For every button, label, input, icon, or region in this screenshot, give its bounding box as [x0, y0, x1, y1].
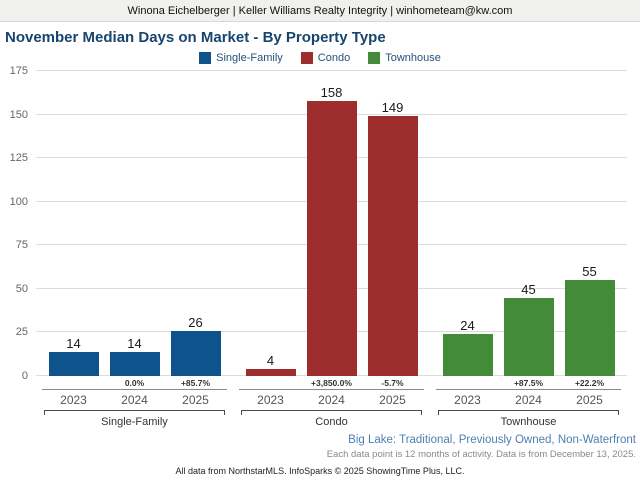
- bars-row-townhouse: 24 45 55: [430, 71, 627, 376]
- attribution: All data from NorthstarMLS. InfoSparks ©…: [175, 466, 465, 476]
- bar-value-label: 24: [460, 318, 475, 334]
- y-tick-label-125: 125: [9, 152, 28, 165]
- bar-value-label: 158: [320, 84, 343, 100]
- bar-value-label: 149: [381, 100, 404, 116]
- bar-groups: 14 14 26 0.0% +85.7% 2023 2024 2025 Single-Famil…: [36, 71, 627, 431]
- bar-condo-2023[interactable]: [245, 369, 296, 376]
- data-note: Each data point is 12 months of activity…: [326, 449, 636, 460]
- bar-cell-single-family-2024: 14: [109, 335, 160, 376]
- agent-contact: Winona Eichelberger | Keller Williams Re…: [127, 4, 513, 17]
- legend-label-single-family: Single-Family: [216, 51, 283, 64]
- group-single-family: 14 14 26 0.0% +85.7% 2023 2024 2025 Single-Famil…: [36, 71, 233, 431]
- x-tick-label-single-family-2023: 2023: [60, 393, 87, 407]
- bar-single-family-2023[interactable]: [48, 351, 99, 376]
- bar-condo-2025[interactable]: [367, 116, 418, 376]
- bar-townhouse-2024[interactable]: [503, 297, 554, 376]
- bar-value-label: 4: [266, 353, 275, 369]
- y-tick-label-25: 25: [15, 326, 28, 339]
- pct-change-townhouse-2023: [443, 378, 493, 388]
- chart-title: November Median Days on Market - By Prop…: [5, 29, 386, 46]
- pct-change-condo-2023: [246, 378, 296, 388]
- y-tick-label-175: 175: [9, 65, 28, 77]
- legend-item-townhouse[interactable]: Townhouse: [368, 51, 441, 64]
- y-tick-label-100: 100: [9, 195, 28, 208]
- legend-swatch-single-family: [199, 51, 212, 64]
- x-tick-label-condo-2025: 2025: [379, 393, 406, 407]
- gridline-175: [36, 70, 627, 71]
- bars-row-condo: 4 158 149: [233, 71, 430, 376]
- bars-row-single-family: 14 14 26: [36, 71, 233, 376]
- bar-cell-condo-2023: 4: [245, 353, 296, 376]
- legend-item-single-family[interactable]: Single-Family: [199, 51, 283, 64]
- years-row: 2023 2024 2025: [430, 390, 627, 409]
- group-condo: 4 158 149 +3,850.0% -5.7% 2023 2024 2025 Condo: [233, 71, 430, 431]
- x-tick-label-single-family-2024: 2024: [121, 393, 148, 407]
- y-tick-label-50: 50: [15, 282, 28, 295]
- legend: Single-Family Condo Townhouse: [0, 48, 640, 67]
- group-bracket: [44, 410, 225, 415]
- bar-value-label: 45: [521, 281, 536, 297]
- legend-label-condo: Condo: [317, 51, 351, 64]
- header-bar: Winona Eichelberger | Keller Williams Re…: [0, 0, 640, 22]
- x-tick-label-townhouse-2024: 2024: [515, 393, 542, 407]
- pct-change-single-family-2025: +85.7%: [180, 378, 211, 388]
- pct-change-row: +3,850.0% -5.7%: [239, 376, 424, 390]
- legend-swatch-townhouse: [368, 51, 381, 64]
- bar-value-label: 14: [127, 335, 142, 351]
- pct-change-single-family-2023: [49, 378, 99, 388]
- pct-change-townhouse-2025: +22.2%: [574, 378, 605, 388]
- x-tick-label-townhouse-2025: 2025: [576, 393, 603, 407]
- x-tick-label-condo-2023: 2023: [257, 393, 284, 407]
- years-row: 2023 2024 2025: [233, 390, 430, 409]
- bar-value-label: 55: [582, 264, 597, 280]
- pct-change-single-family-2024: 0.0%: [124, 378, 145, 388]
- y-tick-label-75: 75: [15, 239, 28, 252]
- bar-single-family-2025[interactable]: [170, 330, 221, 376]
- bar-cell-condo-2024: 158: [306, 84, 357, 376]
- y-tick-label-0: 0: [21, 370, 28, 382]
- group-label-single-family: Single-Family: [101, 416, 168, 428]
- group-townhouse: 24 45 55 +87.5% +22.2% 2023 2024 2025 Townhouse: [430, 71, 627, 431]
- bar-chart: 0 25 50 75 100 125 150 175 14 14 26 0.0% +85.7% 2023 2…: [10, 65, 627, 428]
- bar-cell-single-family-2025: 26: [170, 314, 221, 376]
- x-tick-label-townhouse-2023: 2023: [454, 393, 481, 407]
- bar-cell-single-family-2023: 14: [48, 335, 99, 376]
- bar-townhouse-2023[interactable]: [442, 334, 493, 376]
- years-row: 2023 2024 2025: [36, 390, 233, 409]
- pct-change-row: +87.5% +22.2%: [436, 376, 621, 390]
- y-tick-label-150: 150: [9, 108, 28, 121]
- legend-swatch-condo: [300, 51, 313, 64]
- bar-value-label: 14: [66, 335, 81, 351]
- pct-change-row: 0.0% +85.7%: [42, 376, 227, 390]
- pct-change-condo-2025: -5.7%: [381, 378, 404, 388]
- bar-cell-townhouse-2023: 24: [442, 318, 493, 376]
- group-label-townhouse: Townhouse: [500, 416, 557, 428]
- group-bracket: [241, 410, 422, 415]
- footer: Big Lake: Traditional, Previously Owned,…: [0, 434, 640, 476]
- bar-value-label: 26: [188, 314, 203, 330]
- bar-cell-condo-2025: 149: [367, 100, 418, 376]
- bar-condo-2024[interactable]: [306, 100, 357, 376]
- bar-townhouse-2025[interactable]: [564, 280, 615, 376]
- pct-change-townhouse-2024: +87.5%: [513, 378, 544, 388]
- bar-single-family-2024[interactable]: [109, 351, 160, 376]
- group-label-condo: Condo: [315, 416, 348, 428]
- x-tick-label-condo-2024: 2024: [318, 393, 345, 407]
- bar-cell-townhouse-2024: 45: [503, 281, 554, 376]
- pct-change-condo-2024: +3,850.0%: [311, 378, 352, 388]
- bar-cell-townhouse-2025: 55: [564, 264, 615, 376]
- legend-item-condo[interactable]: Condo: [300, 51, 351, 64]
- legend-label-townhouse: Townhouse: [385, 51, 441, 64]
- x-tick-label-single-family-2025: 2025: [182, 393, 209, 407]
- filter-info: Big Lake: Traditional, Previously Owned,…: [348, 434, 636, 446]
- group-bracket: [438, 410, 619, 415]
